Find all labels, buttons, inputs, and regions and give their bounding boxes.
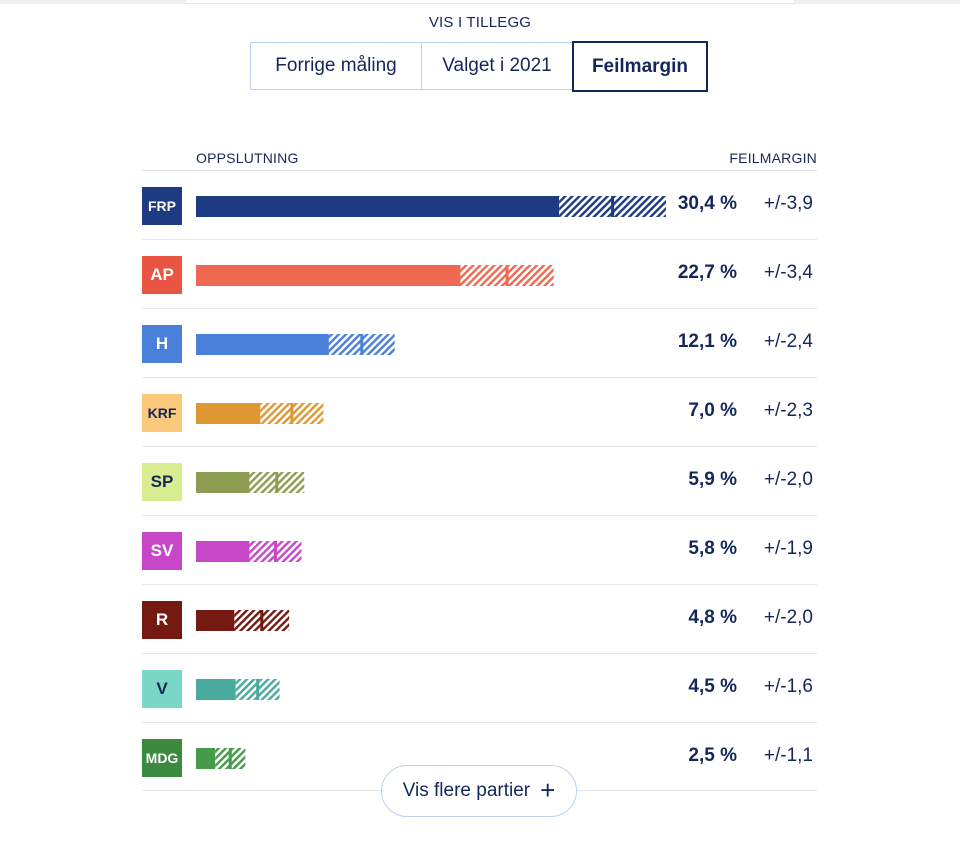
margin-label-ap: +/-3,4 [763, 262, 813, 283]
bar-area [196, 748, 666, 769]
bar-svg [196, 403, 324, 424]
party-badge-sp: SP [142, 463, 182, 501]
bar-svg [196, 541, 302, 562]
party-row-sp: SP 5,9 % +/-2,0 [142, 447, 817, 516]
party-badge-h: H [142, 325, 182, 363]
party-row-sv: SV 5,8 % +/-1,9 [142, 516, 817, 585]
bar-svg [196, 748, 246, 769]
party-badge-mdg: MDG [142, 739, 182, 777]
party-row-frp: FRP 30,4 % +/-3,9 [142, 171, 817, 240]
row-divider [142, 308, 817, 309]
value-marker-r [260, 610, 264, 631]
row-divider [142, 584, 817, 585]
top-strip [0, 0, 960, 4]
value-label-ap: 22,7 % [677, 262, 737, 283]
value-label-h: 12,1 % [677, 331, 737, 352]
party-badge-ap: AP [142, 256, 182, 294]
header-divider [142, 170, 817, 171]
bar-solid-sp [196, 472, 250, 493]
party-badge-v: V [142, 670, 182, 708]
bar-solid-v [196, 679, 236, 700]
tab-feilmargin[interactable]: Feilmargin [572, 41, 708, 92]
party-row-ap: AP 22,7 % +/-3,4 [142, 240, 817, 309]
show-more-label: Vis flere partier [402, 780, 531, 801]
bar-solid-mdg [196, 748, 216, 769]
party-row-r: R 4,8 % +/-2,0 [142, 585, 817, 654]
margin-label-sv: +/-1,9 [763, 538, 813, 559]
top-tab [185, 0, 795, 4]
bar-svg [196, 334, 395, 355]
row-divider [142, 515, 817, 516]
bar-area [196, 403, 666, 424]
show-more-parties-button[interactable]: Vis flere partier + [381, 765, 577, 817]
row-divider [142, 446, 817, 447]
margin-label-v: +/-1,6 [763, 676, 813, 697]
margin-label-h: +/-2,4 [763, 331, 813, 352]
party-badge-krf: KRF [142, 394, 182, 432]
value-marker-frp [611, 196, 615, 217]
plus-icon: + [540, 774, 556, 805]
value-label-v: 4,5 % [688, 676, 737, 697]
party-row-mdg: MDG 2,5 % +/-1,1 [142, 723, 817, 792]
value-marker-h [360, 334, 364, 355]
value-label-sv: 5,8 % [688, 538, 737, 559]
vis-i-tillegg-label: VIS I TILLEGG [428, 14, 532, 31]
bar-svg [196, 265, 554, 286]
margin-label-r: +/-2,0 [763, 607, 813, 628]
bar-solid-frp [196, 196, 560, 217]
value-label-krf: 7,0 % [688, 400, 737, 421]
value-marker-sp [275, 472, 279, 493]
bar-svg [196, 472, 305, 493]
margin-label-frp: +/-3,9 [763, 193, 813, 214]
value-label-r: 4,8 % [688, 607, 737, 628]
tab-valget-2021[interactable]: Valget i 2021 [421, 42, 573, 90]
bar-svg [196, 610, 290, 631]
bar-solid-sv [196, 541, 250, 562]
bar-svg [196, 679, 280, 700]
margin-label-mdg: +/-1,1 [763, 745, 813, 766]
row-divider [142, 377, 817, 378]
value-marker-krf [290, 403, 294, 424]
tab-forrige-maling[interactable]: Forrige måling [250, 42, 421, 90]
value-marker-v [256, 679, 260, 700]
bar-area [196, 610, 666, 631]
bar-area [196, 541, 666, 562]
party-row-h: H 12,1 % +/-2,4 [142, 309, 817, 378]
value-marker-sv [273, 541, 277, 562]
party-badge-sv: SV [142, 532, 182, 570]
comparison-toggle: Forrige måling Valget i 2021 Feilmargin [250, 41, 708, 92]
bar-area [196, 472, 666, 493]
value-marker-ap [505, 265, 509, 286]
party-badge-r: R [142, 601, 182, 639]
bar-area [196, 196, 666, 217]
value-marker-mdg [228, 748, 232, 769]
column-header-oppslutning: OPPSLUTNING [196, 150, 299, 166]
bar-svg [196, 196, 666, 217]
row-divider [142, 239, 817, 240]
margin-label-sp: +/-2,0 [763, 469, 813, 490]
bar-solid-ap [196, 265, 461, 286]
party-row-v: V 4,5 % +/-1,6 [142, 654, 817, 723]
party-row-krf: KRF 7,0 % +/-2,3 [142, 378, 817, 447]
value-label-sp: 5,9 % [688, 469, 737, 490]
margin-label-krf: +/-2,3 [763, 400, 813, 421]
value-label-frp: 30,4 % [677, 193, 737, 214]
bar-area [196, 265, 666, 286]
value-label-mdg: 2,5 % [688, 745, 737, 766]
bar-area [196, 334, 666, 355]
bar-solid-r [196, 610, 235, 631]
party-badge-frp: FRP [142, 187, 182, 225]
bar-area [196, 679, 666, 700]
bar-solid-h [196, 334, 329, 355]
column-header-feilmargin: FEILMARGIN [729, 150, 817, 166]
bar-solid-krf [196, 403, 261, 424]
row-divider [142, 722, 817, 723]
row-divider [142, 653, 817, 654]
